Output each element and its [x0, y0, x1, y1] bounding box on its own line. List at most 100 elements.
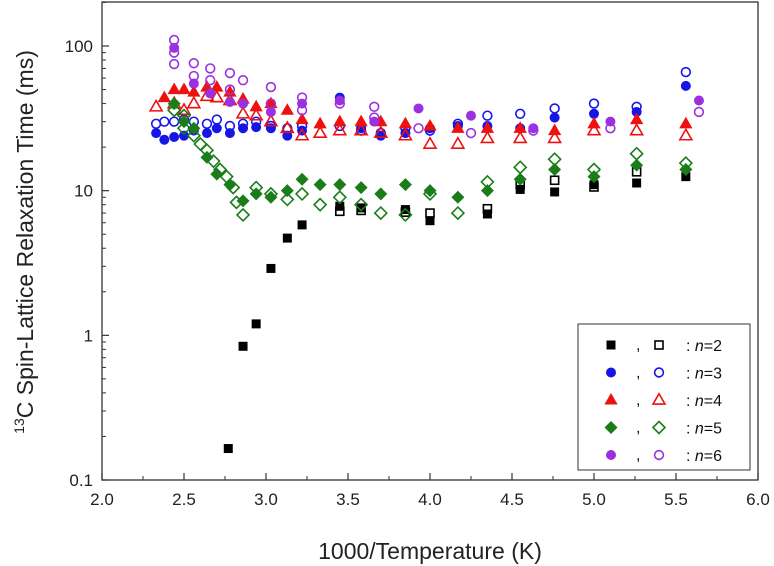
series-n-5	[167, 97, 693, 223]
data-point-open	[588, 98, 600, 109]
data-point-open	[413, 123, 424, 134]
data-point-open	[450, 205, 466, 221]
legend-label-prefix: :	[686, 393, 695, 410]
data-point-open	[422, 136, 438, 149]
data-point-filled	[356, 203, 366, 213]
x-axis: 2.0 2.5 3.0 3.5 4.0 4.5 5.0 5.5 6.0	[90, 473, 770, 509]
data-point-filled	[169, 131, 180, 142]
y-tick-label: 0.1	[69, 471, 93, 490]
x-tick-label: 2.5	[172, 490, 196, 509]
data-point-filled	[297, 220, 307, 230]
data-point-filled	[295, 172, 309, 186]
data-point-open	[549, 103, 560, 114]
data-point-open	[294, 186, 310, 202]
legend-marker-filled	[606, 367, 616, 378]
data-point-filled	[451, 121, 465, 133]
data-point-open	[398, 207, 413, 223]
data-point-open	[353, 122, 369, 136]
legend-marker-open	[651, 420, 667, 435]
data-point-open	[450, 136, 466, 149]
data-point-filled	[205, 88, 216, 99]
data-point-filled	[313, 116, 327, 129]
data-point-filled	[374, 187, 388, 201]
y-tick-label: 100	[65, 37, 93, 56]
data-point-open	[176, 121, 192, 136]
data-point-filled	[224, 128, 235, 139]
data-point-filled	[354, 181, 368, 195]
legend-marker-filled	[604, 393, 618, 405]
data-point-open	[629, 146, 644, 161]
data-point-open	[547, 130, 563, 144]
data-point-filled	[333, 178, 347, 192]
legend-label-variable: n	[695, 393, 704, 410]
data-point-open	[201, 118, 213, 129]
data-point-open	[513, 160, 528, 175]
legend-marker-open	[651, 392, 667, 405]
data-point-open	[369, 101, 380, 112]
legend-label-variable: n	[695, 366, 704, 383]
data-point-filled	[151, 128, 162, 139]
x-tick-label: 3.0	[254, 490, 278, 509]
data-point-open	[205, 75, 216, 86]
data-point-filled	[238, 123, 249, 134]
legend-separator: ,	[636, 447, 640, 464]
data-point-open	[629, 122, 645, 136]
data-point-open	[549, 175, 560, 186]
legend-label-value: =3	[704, 366, 722, 383]
data-point-filled	[480, 184, 494, 198]
legend-marker-filled	[606, 340, 616, 350]
data-point-filled	[413, 103, 424, 114]
data-point-filled	[398, 116, 413, 129]
x-tick-label: 5.5	[664, 490, 688, 509]
legend-separator: ,	[636, 392, 640, 409]
data-point-open	[148, 98, 164, 112]
legend-label-value: =2	[704, 338, 722, 355]
data-point-filled	[335, 201, 345, 211]
data-point-open	[186, 95, 202, 109]
data-point-open	[224, 84, 236, 95]
data-point-filled	[201, 128, 212, 139]
data-point-filled	[605, 116, 616, 127]
data-point-open	[263, 113, 279, 127]
data-point-filled	[200, 150, 214, 164]
data-point-open	[279, 120, 295, 134]
legend-marker-open	[654, 340, 664, 350]
data-point-filled	[177, 115, 191, 129]
data-point-filled	[210, 167, 224, 181]
legend-label-prefix: :	[686, 338, 695, 355]
data-point-filled	[251, 319, 261, 329]
data-point-filled	[587, 116, 601, 129]
data-point-filled	[679, 163, 693, 177]
data-point-filled	[513, 172, 527, 186]
data-point-filled	[423, 184, 437, 198]
data-point-filled	[249, 187, 263, 201]
data-point-filled	[188, 78, 199, 89]
data-point-filled	[482, 209, 492, 219]
data-point-filled	[681, 172, 691, 182]
data-point-open	[512, 130, 528, 144]
legend-item: ,: n=5	[604, 420, 722, 438]
data-point-filled	[265, 106, 276, 117]
data-point-filled	[223, 444, 233, 454]
data-point-open	[373, 125, 389, 138]
legend-label-prefix: :	[686, 448, 695, 465]
data-point-filled	[280, 103, 294, 115]
data-point-filled	[224, 97, 235, 108]
y-axis-title-superscript: 13	[11, 418, 27, 434]
data-point-filled	[251, 122, 262, 133]
data-point-filled	[549, 112, 560, 123]
data-point-filled	[297, 98, 308, 109]
data-point-filled	[398, 178, 412, 192]
legend-label-variable: n	[695, 448, 704, 465]
legend-separator: ,	[636, 420, 640, 437]
data-point-filled	[280, 184, 294, 198]
legend-label-variable: n	[695, 421, 704, 438]
data-point-open	[312, 197, 328, 212]
data-point-open	[205, 63, 216, 74]
y-axis: 0.1 1 10 100	[65, 1, 109, 490]
data-point-filled	[629, 112, 644, 125]
legend-item: ,: n=6	[606, 447, 722, 465]
data-point-filled	[693, 95, 704, 106]
data-point-open	[150, 118, 162, 129]
